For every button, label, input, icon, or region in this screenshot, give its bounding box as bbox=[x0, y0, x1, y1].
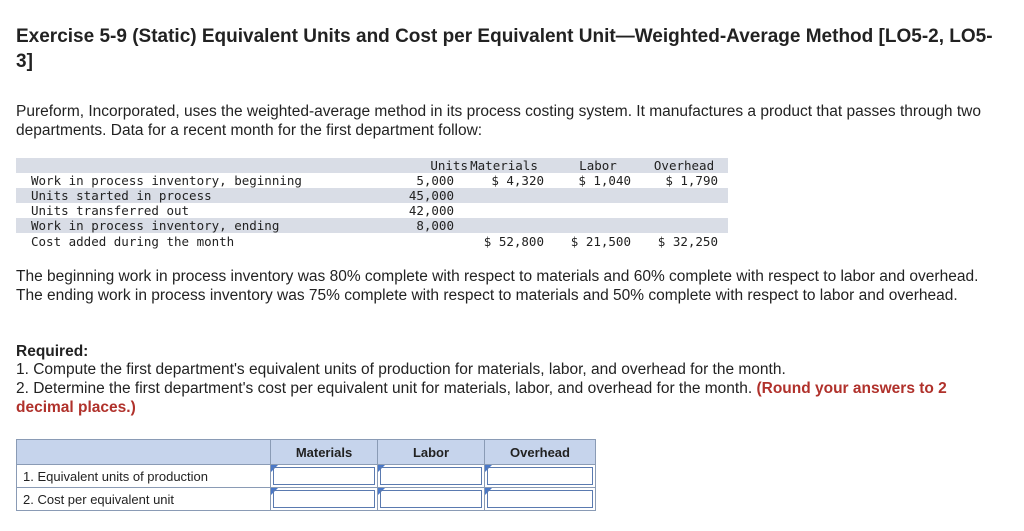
input-marker-icon bbox=[378, 488, 385, 495]
answer-row-label: 2. Cost per equivalent unit bbox=[16, 487, 271, 511]
input-box[interactable] bbox=[487, 467, 593, 485]
input-marker-icon bbox=[378, 465, 385, 472]
units-value: 45,000 bbox=[408, 188, 454, 203]
answer-row: 1. Equivalent units of production bbox=[16, 464, 596, 488]
equivalent-units-overhead-input[interactable] bbox=[484, 464, 596, 488]
required-heading: Required: bbox=[16, 343, 89, 360]
answer-header-labor: Labor bbox=[377, 439, 485, 465]
data-row: Units started in process 45,000 bbox=[16, 188, 728, 203]
intro-paragraph: Pureform, Incorporated, uses the weighte… bbox=[16, 103, 981, 139]
input-marker-icon bbox=[271, 488, 278, 495]
answer-row-label: 1. Equivalent units of production bbox=[16, 464, 271, 488]
answer-header-overhead: Overhead bbox=[484, 439, 596, 465]
labor-value: $ 21,500 bbox=[570, 234, 631, 249]
materials-value: $ 52,800 bbox=[483, 234, 544, 249]
header-materials: Materials bbox=[470, 158, 538, 173]
answer-row: 2. Cost per equivalent unit bbox=[16, 487, 596, 511]
data-row: Work in process inventory, ending 8,000 bbox=[16, 218, 728, 233]
answer-corner-cell bbox=[16, 439, 271, 465]
header-units: Units bbox=[430, 158, 468, 173]
units-value: 42,000 bbox=[408, 203, 454, 218]
data-row: Work in process inventory, beginning 5,0… bbox=[16, 173, 728, 188]
data-row: Units transferred out 42,000 bbox=[16, 203, 728, 218]
data-row: Cost added during the month $ 52,800 $ 2… bbox=[16, 234, 728, 249]
cost-per-unit-overhead-input[interactable] bbox=[484, 487, 596, 511]
header-labor: Labor bbox=[579, 158, 617, 173]
wip-completion-paragraph: The beginning work in process inventory … bbox=[16, 268, 979, 304]
labor-value: $ 1,040 bbox=[578, 173, 631, 188]
cost-per-unit-labor-input[interactable] bbox=[377, 487, 485, 511]
required-item-2-text: 2. Determine the first department's cost… bbox=[16, 380, 757, 397]
required-item-1: 1. Compute the first department's equiva… bbox=[16, 361, 786, 378]
rounding-instruction: (Round your answers to 2 decimal places.… bbox=[16, 380, 947, 416]
units-value: 8,000 bbox=[416, 218, 454, 233]
row-label: Work in process inventory, beginning bbox=[31, 173, 302, 188]
cost-per-unit-materials-input[interactable] bbox=[270, 487, 378, 511]
input-box[interactable] bbox=[273, 467, 375, 485]
header-overhead: Overhead bbox=[653, 158, 715, 173]
data-header-row: Units Materials Labor Overhead bbox=[16, 158, 728, 173]
overhead-value: $ 32,250 bbox=[657, 234, 718, 249]
answer-header-materials: Materials bbox=[270, 439, 378, 465]
required-list: 1. Compute the first department's equiva… bbox=[16, 360, 1006, 417]
input-marker-icon bbox=[271, 465, 278, 472]
materials-value: $ 4,320 bbox=[491, 173, 544, 188]
answer-grid: Materials Labor Overhead 1. Equivalent u… bbox=[16, 439, 596, 511]
exercise-title: Exercise 5-9 (Static) Equivalent Units a… bbox=[16, 26, 993, 72]
equivalent-units-labor-input[interactable] bbox=[377, 464, 485, 488]
row-label: Cost added during the month bbox=[31, 234, 235, 249]
row-label: Units started in process bbox=[31, 188, 212, 203]
row-label: Work in process inventory, ending bbox=[31, 218, 280, 233]
equivalent-units-materials-input[interactable] bbox=[270, 464, 378, 488]
input-marker-icon bbox=[485, 488, 492, 495]
input-box[interactable] bbox=[380, 490, 482, 508]
answer-header-row: Materials Labor Overhead bbox=[16, 439, 596, 465]
input-box[interactable] bbox=[380, 467, 482, 485]
input-box[interactable] bbox=[273, 490, 375, 508]
department-data-table: Units Materials Labor Overhead Work in p… bbox=[16, 158, 728, 250]
row-label: Units transferred out bbox=[31, 203, 190, 218]
overhead-value: $ 1,790 bbox=[665, 173, 718, 188]
input-marker-icon bbox=[485, 465, 492, 472]
required-item-2: 2. Determine the first department's cost… bbox=[16, 379, 1006, 417]
input-box[interactable] bbox=[487, 490, 593, 508]
units-value: 5,000 bbox=[416, 173, 454, 188]
